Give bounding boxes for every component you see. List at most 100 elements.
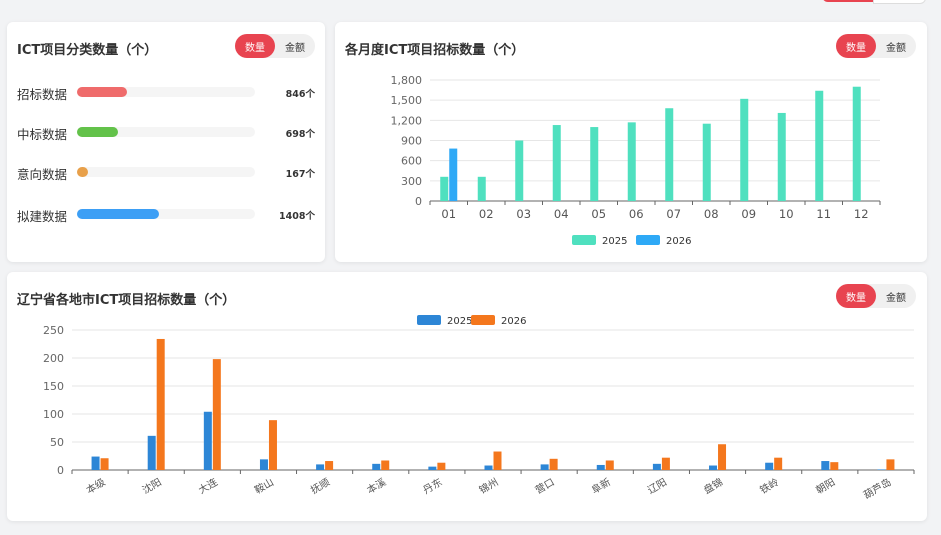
bar[interactable] [652, 463, 661, 470]
x-tick-label: 大连 [196, 475, 220, 496]
card-title: 辽宁省各地市ICT项目招标数量（个） [17, 293, 236, 308]
y-tick-label: 1,800 [391, 74, 423, 87]
x-tick-label: 本溪 [364, 475, 388, 496]
bar[interactable] [372, 463, 381, 470]
bar[interactable] [740, 98, 749, 201]
bar[interactable] [91, 456, 100, 470]
bar[interactable] [665, 108, 674, 201]
bar[interactable] [440, 176, 449, 201]
bar[interactable] [147, 435, 156, 470]
x-tick-label: 锦州 [477, 475, 501, 496]
bar[interactable] [627, 122, 636, 201]
bar[interactable] [316, 464, 325, 470]
bar[interactable] [774, 457, 783, 470]
bar[interactable] [830, 462, 839, 470]
bar[interactable] [777, 112, 786, 201]
x-tick-label: 沈阳 [140, 475, 164, 496]
bar[interactable] [449, 148, 458, 201]
bar[interactable] [821, 461, 830, 470]
city-bids-card: 辽宁省各地市ICT项目招标数量（个） 数量 金额 0 50 100 150 200 250… [7, 272, 927, 521]
x-tick-label: 04 [554, 207, 569, 221]
bar[interactable] [852, 86, 861, 201]
bar[interactable] [259, 459, 268, 470]
y-tick-label: 900 [401, 135, 422, 148]
x-tick-label: 铁岭 [757, 475, 781, 496]
bar[interactable] [493, 451, 502, 470]
x-tick-label: 阜新 [589, 475, 613, 496]
x-tick-label: 本级 [84, 475, 108, 496]
progress-track [77, 167, 255, 177]
category-value: 167个 [285, 169, 315, 180]
bar[interactable] [212, 359, 221, 470]
x-tick-label: 01 [441, 207, 456, 221]
progress-track [77, 127, 255, 137]
legend-swatch [471, 315, 495, 325]
bar[interactable] [156, 338, 165, 470]
bar[interactable] [815, 90, 824, 201]
bar[interactable] [661, 457, 670, 470]
bar[interactable] [268, 420, 277, 470]
bar[interactable] [596, 464, 605, 470]
bar[interactable] [100, 458, 109, 470]
metric-toggle: 数量 金额 [836, 34, 916, 58]
x-tick-label: 鞍山 [252, 475, 276, 496]
amount-toggle-button[interactable]: 金额 [886, 292, 906, 304]
bar[interactable] [325, 461, 334, 470]
legend-swatch [572, 235, 596, 245]
card-title: ICT项目分类数量（个） [17, 43, 158, 58]
y-tick-label: 0 [57, 464, 64, 477]
x-tick-label: 06 [629, 207, 644, 221]
bar[interactable] [702, 123, 711, 201]
bar[interactable] [381, 460, 390, 470]
x-tick-label: 抚顺 [309, 476, 332, 496]
y-tick-label: 0 [415, 195, 422, 208]
x-tick-label: 丹东 [421, 475, 445, 496]
bar[interactable] [552, 125, 561, 201]
progress-track [77, 87, 255, 97]
amount-toggle-button[interactable]: 金额 [886, 42, 906, 54]
y-tick-label: 100 [43, 408, 64, 421]
progress-fill [77, 209, 159, 219]
bar[interactable] [477, 176, 486, 201]
bar[interactable] [877, 469, 886, 470]
x-tick-label: 08 [704, 207, 719, 221]
bar[interactable] [605, 460, 614, 470]
count-toggle-button[interactable]: 数量 [235, 34, 275, 58]
bar[interactable] [484, 465, 493, 470]
category-value: 1408个 [279, 211, 315, 222]
bar[interactable] [718, 444, 727, 470]
category-value: 846个 [285, 89, 315, 100]
city-bar-chart: 0 50 100 150 200 250 本级 沈阳 大连 鞍山 抚顺 本溪 丹东 锦州 营口 阜新 辽阳 盘锦 铁… [43, 315, 915, 502]
metric-toggle: 数量 金额 [836, 284, 916, 308]
x-tick-label: 朝阳 [814, 476, 837, 496]
bar[interactable] [203, 411, 212, 470]
x-tick-label: 03 [516, 207, 531, 221]
y-tick-label: 250 [43, 324, 64, 337]
bar[interactable] [765, 462, 774, 470]
bar[interactable] [549, 458, 558, 470]
bar[interactable] [590, 127, 599, 201]
bar[interactable] [709, 465, 718, 470]
x-tick-label: 11 [816, 207, 831, 221]
x-tick-label: 12 [854, 207, 869, 221]
count-toggle-button[interactable]: 数量 [836, 284, 876, 308]
category-value: 698个 [285, 129, 315, 140]
bar[interactable] [437, 462, 446, 470]
count-toggle-button[interactable]: 数量 [836, 34, 876, 58]
x-tick-label: 10 [779, 207, 794, 221]
category-label: 中标数据 [17, 127, 68, 142]
category-count-card: ICT项目分类数量（个） 数量 金额 招标数据 846个 中标数据 698个 意向数… [7, 22, 325, 262]
monthly-bar-chart: 0 300 600 900 1,200 1,500 1,800 01 02 03 04 05 06 07 0… [391, 74, 881, 247]
category-label: 意向数据 [17, 167, 68, 182]
bar[interactable] [515, 140, 524, 202]
amount-toggle-button[interactable]: 金额 [285, 42, 305, 54]
bar[interactable] [540, 464, 549, 470]
progress-fill [77, 127, 118, 137]
x-tick-label: 葫芦岛 [861, 475, 893, 501]
bar[interactable] [886, 459, 895, 470]
bar[interactable] [428, 466, 437, 470]
legend-swatch [636, 235, 660, 245]
monthly-bids-card: 各月度ICT项目招标数量（个） 数量 金额 0 300 600 900 1,200 1,5… [335, 22, 927, 262]
progress-fill [77, 87, 127, 97]
x-tick-label: 营口 [533, 475, 557, 496]
